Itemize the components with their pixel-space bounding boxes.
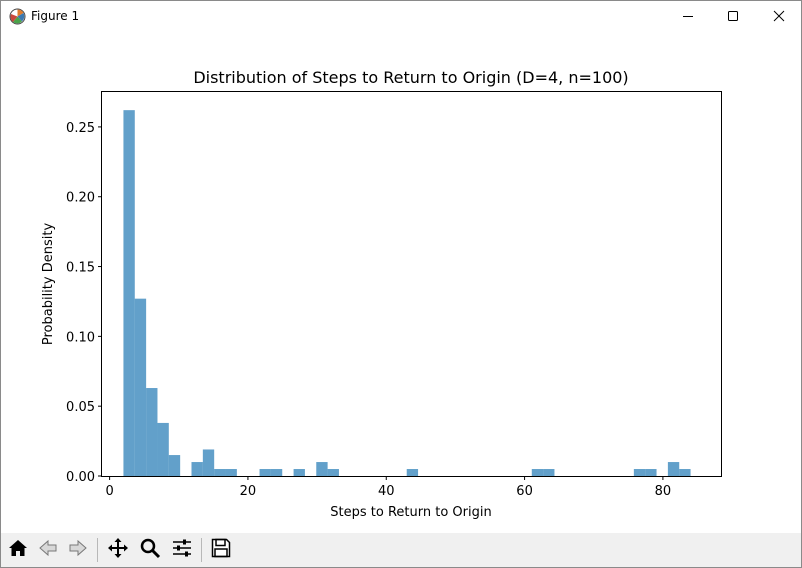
x-axis-ticks: 0 20 40 60 80 xyxy=(105,476,671,499)
histogram-bars xyxy=(123,110,691,477)
y-tick-label: 0.10 xyxy=(66,330,95,345)
x-tick-label: 40 xyxy=(378,484,395,499)
histogram-bar xyxy=(146,388,158,476)
histogram-bar xyxy=(406,469,419,476)
maximize-button[interactable] xyxy=(710,1,756,32)
histogram-bar xyxy=(202,449,215,476)
histogram-chart: Distribution of Steps to Return to Origi… xyxy=(41,68,722,520)
histogram-bar xyxy=(270,469,283,476)
histogram-bar xyxy=(134,298,147,476)
title-bar[interactable]: Figure 1 xyxy=(1,1,801,32)
floppy-disk-icon xyxy=(210,537,232,563)
magnifier-icon xyxy=(139,537,161,563)
home-icon xyxy=(7,537,29,563)
histogram-bar xyxy=(327,469,339,476)
configure-subplots-button[interactable] xyxy=(168,537,196,563)
matplotlib-icon xyxy=(9,8,26,25)
navigation-toolbar xyxy=(1,533,801,567)
y-tick-label: 0.20 xyxy=(66,191,95,206)
histogram-bar xyxy=(191,462,203,476)
close-icon xyxy=(773,7,785,26)
histogram-bar xyxy=(157,422,169,476)
toolbar-separator xyxy=(97,538,98,562)
minimize-button[interactable] xyxy=(665,1,711,32)
move-icon xyxy=(107,537,129,563)
window-title: Figure 1 xyxy=(31,9,80,23)
x-tick-label: 0 xyxy=(105,484,113,499)
y-tick-label: 0.15 xyxy=(66,261,95,276)
histogram-bar xyxy=(531,469,544,476)
maximize-icon xyxy=(727,7,739,26)
y-tick-label: 0.25 xyxy=(66,121,95,136)
minimize-icon xyxy=(682,7,694,26)
histogram-bar xyxy=(168,455,181,476)
y-axis-label: Probability Density xyxy=(41,223,56,346)
histogram-bar xyxy=(259,469,271,476)
histogram-bar xyxy=(214,469,226,476)
y-axis-ticks: 0.00 0.05 0.10 0.15 0.20 0.25 xyxy=(66,121,102,485)
x-axis-label: Steps to Return to Origin xyxy=(330,505,491,520)
toolbar-separator xyxy=(201,538,202,562)
sliders-icon xyxy=(171,537,193,563)
histogram-bar xyxy=(316,462,328,476)
histogram-bar xyxy=(123,110,135,477)
pan-button[interactable] xyxy=(104,537,132,563)
x-tick-label: 20 xyxy=(240,484,257,499)
histogram-bar xyxy=(633,469,646,476)
save-button[interactable] xyxy=(207,537,235,563)
histogram-bar xyxy=(667,462,680,476)
x-tick-label: 60 xyxy=(516,484,533,499)
forward-arrow-icon xyxy=(67,537,89,563)
close-button[interactable] xyxy=(756,1,801,32)
x-tick-label: 80 xyxy=(655,484,672,499)
histogram-bar xyxy=(679,469,691,476)
histogram-bar xyxy=(225,469,237,476)
back-button[interactable] xyxy=(34,537,62,563)
y-tick-label: 0.00 xyxy=(66,470,95,485)
back-arrow-icon xyxy=(37,537,59,563)
histogram-bar xyxy=(543,469,555,476)
plot-area-frame xyxy=(101,91,722,477)
home-button[interactable] xyxy=(4,537,32,563)
chart-title: Distribution of Steps to Return to Origi… xyxy=(193,68,628,87)
figure-canvas[interactable]: Distribution of Steps to Return to Origi… xyxy=(1,32,801,533)
zoom-button[interactable] xyxy=(136,537,164,563)
forward-button[interactable] xyxy=(64,537,92,563)
histogram-bar xyxy=(645,469,657,476)
histogram-bar xyxy=(293,469,305,476)
y-tick-label: 0.05 xyxy=(66,400,95,415)
